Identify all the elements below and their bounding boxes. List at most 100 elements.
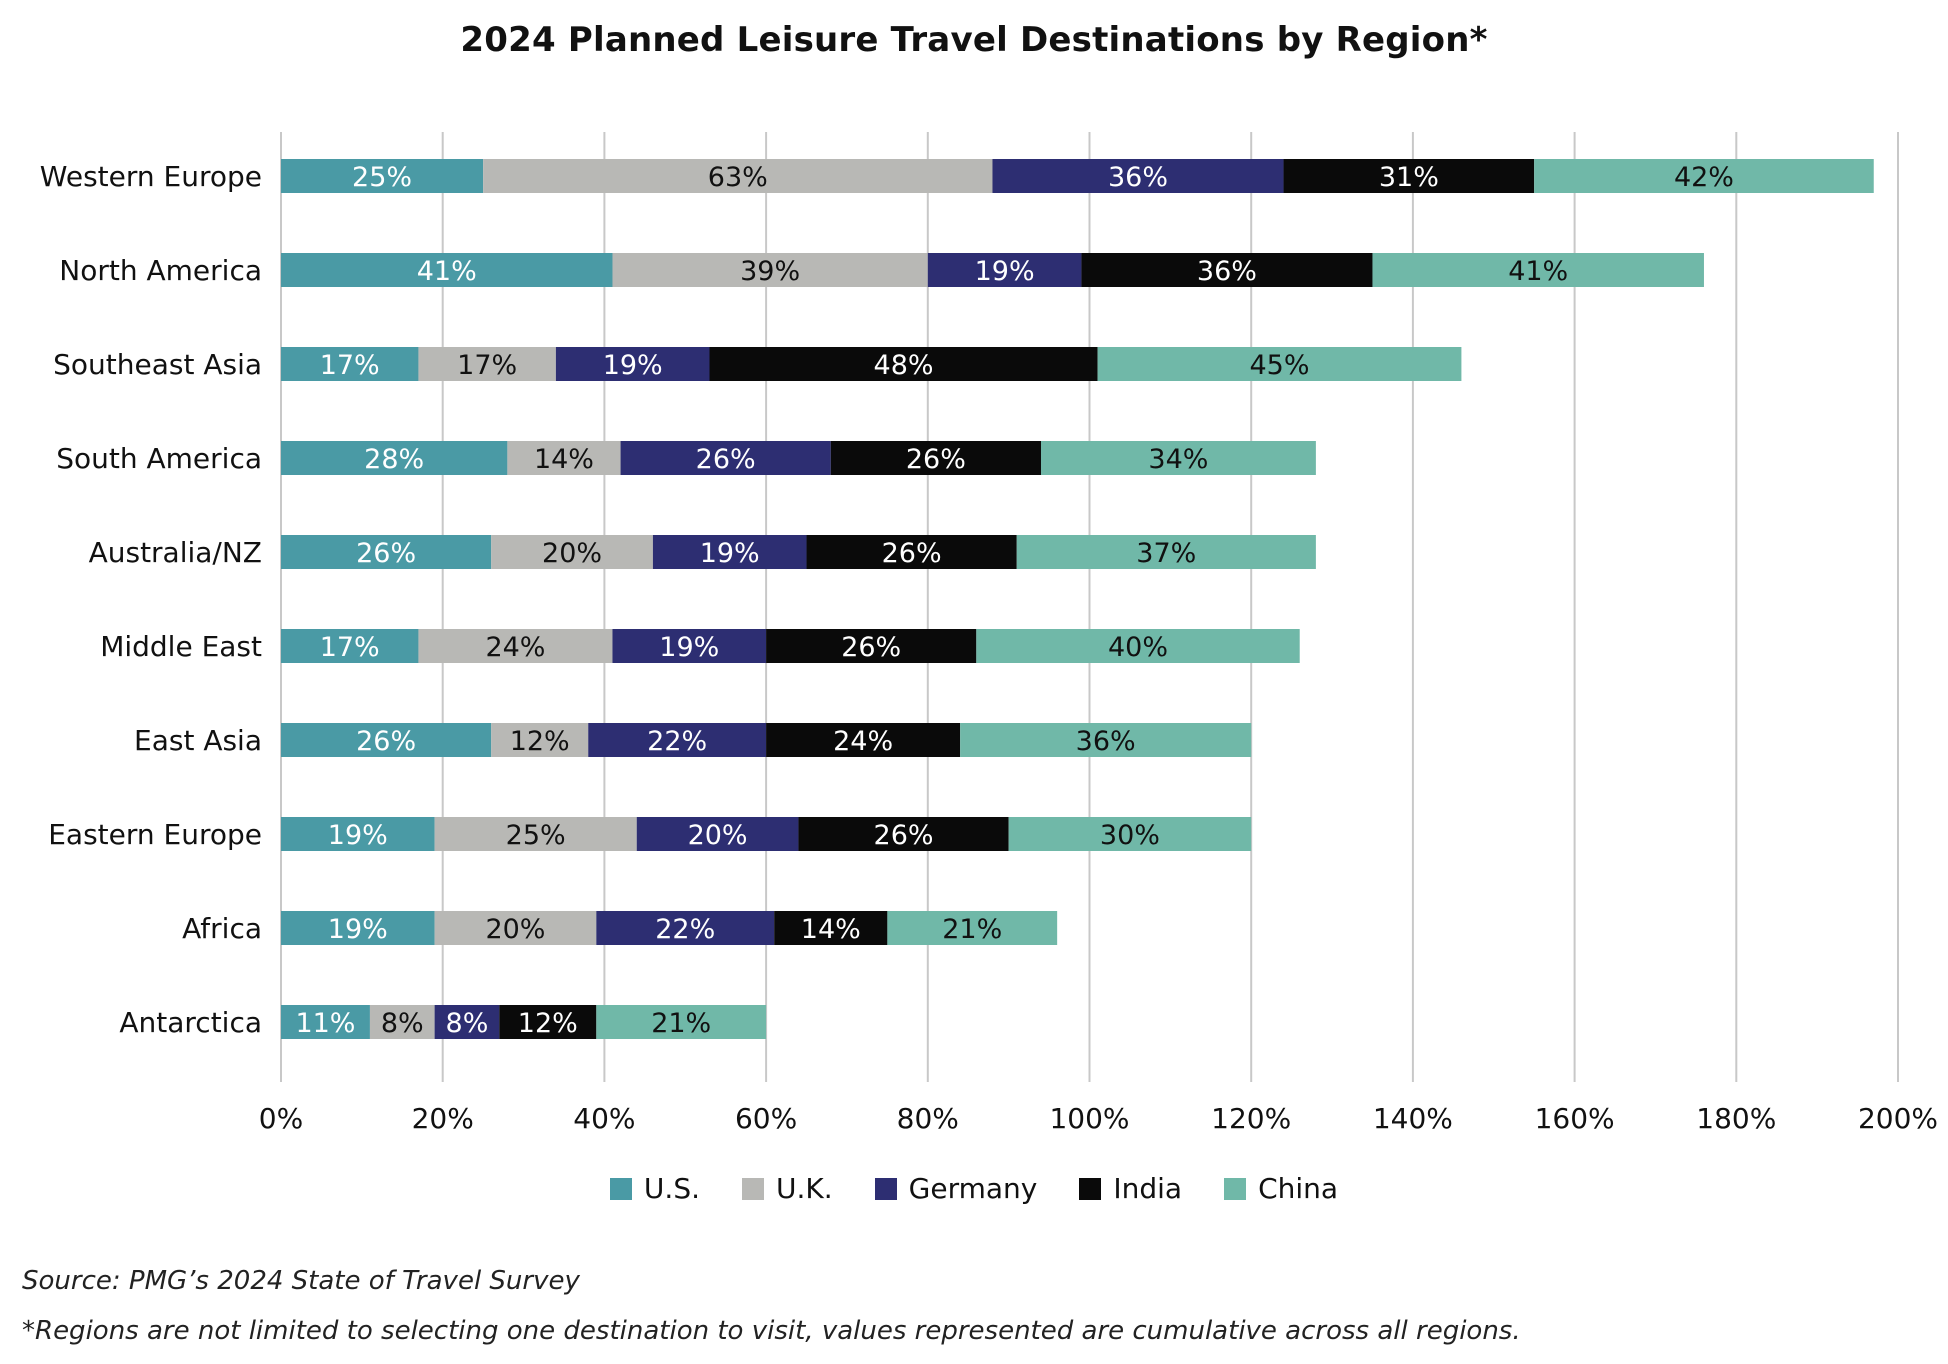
bar-east-asia-u-k: [491, 723, 589, 757]
category-label-africa: Africa: [182, 912, 262, 945]
value-label-southeast-asia-china: 45%: [1249, 350, 1309, 381]
value-label-north-america-germany: 19%: [975, 256, 1035, 287]
bar-australia-nz-germany: [652, 535, 807, 569]
bar-antarctica-u-k: [369, 1005, 435, 1039]
bar-eastern-europe-u-s: [281, 817, 435, 851]
value-label-africa-u-s: 19%: [328, 914, 388, 945]
bar-south-america-u-k: [507, 441, 621, 475]
value-label-eastern-europe-india: 26%: [874, 820, 934, 851]
x-tick-label: 100%: [1049, 1102, 1129, 1135]
value-label-middle-east-u-s: 17%: [320, 632, 380, 663]
bar-africa-u-s: [281, 911, 435, 945]
bar-north-america-u-s: [281, 253, 613, 287]
bar-east-asia-germany: [588, 723, 767, 757]
bar-north-america-germany: [927, 253, 1082, 287]
category-label-north-america: North America: [59, 254, 262, 287]
value-label-east-asia-india: 24%: [833, 726, 893, 757]
bar-southeast-asia-germany: [555, 347, 710, 381]
bar-north-america-china: [1372, 253, 1704, 287]
category-label-southeast-asia: Southeast Asia: [53, 348, 262, 381]
x-tick-label: 0%: [259, 1102, 303, 1135]
bar-australia-nz-u-s: [281, 535, 492, 569]
value-label-north-america-u-k: 39%: [740, 256, 800, 287]
x-tick-label: 40%: [573, 1102, 635, 1135]
bar-antarctica-india: [499, 1005, 597, 1039]
bar-north-america-india: [1081, 253, 1373, 287]
legend-item-u-s: U.S.: [609, 1172, 700, 1205]
value-label-western-europe-india: 31%: [1379, 162, 1439, 193]
category-labels: Western Europe North America Southeast Asi…: [40, 160, 262, 1039]
value-label-australia-nz-u-s: 26%: [356, 538, 416, 569]
bar-southeast-asia-u-s: [281, 347, 419, 381]
value-label-north-america-china: 41%: [1508, 256, 1568, 287]
value-label-africa-germany: 22%: [655, 914, 715, 945]
value-label-eastern-europe-china: 30%: [1100, 820, 1160, 851]
source-note: Source: PMG’s 2024 State of Travel Surve…: [22, 1266, 580, 1296]
value-label-africa-china: 21%: [942, 914, 1002, 945]
legend-swatch: [874, 1177, 897, 1200]
bar-eastern-europe-india: [798, 817, 1009, 851]
bar-africa-india: [774, 911, 888, 945]
value-label-southeast-asia-u-s: 17%: [320, 350, 380, 381]
value-label-middle-east-india: 26%: [841, 632, 901, 663]
value-label-antarctica-india: 12%: [518, 1008, 578, 1039]
category-label-east-asia: East Asia: [134, 724, 262, 757]
value-label-east-asia-u-k: 12%: [510, 726, 570, 757]
legend-item-india: India: [1079, 1172, 1182, 1205]
value-label-africa-u-k: 20%: [485, 914, 545, 945]
category-label-eastern-europe: Eastern Europe: [48, 818, 262, 851]
bar-middle-east-germany: [612, 629, 767, 663]
legend-item-u-k: U.K.: [742, 1172, 833, 1205]
legend-item-china: China: [1224, 1172, 1338, 1205]
legend-label: India: [1113, 1172, 1183, 1205]
legend-label: Germany: [908, 1172, 1038, 1205]
value-label-south-america-china: 34%: [1148, 444, 1208, 475]
x-tick-label: 20%: [412, 1102, 474, 1135]
value-label-africa-india: 14%: [801, 914, 861, 945]
value-label-middle-east-germany: 19%: [659, 632, 719, 663]
bar-western-europe-u-s: [281, 159, 484, 193]
bar-western-europe-germany: [992, 159, 1284, 193]
category-label-western-europe: Western Europe: [40, 160, 262, 193]
bar-antarctica-u-s: [281, 1005, 370, 1039]
bar-south-america-india: [830, 441, 1041, 475]
value-label-eastern-europe-u-s: 19%: [328, 820, 388, 851]
bar-africa-u-k: [434, 911, 597, 945]
bar-southeast-asia-u-k: [418, 347, 556, 381]
legend-item-germany: Germany: [874, 1172, 1038, 1205]
cumulative-footnote: *Regions are not limited to selecting on…: [22, 1316, 1521, 1346]
legend-swatch: [1224, 1177, 1247, 1200]
value-label-western-europe-u-k: 63%: [708, 162, 768, 193]
value-label-australia-nz-china: 37%: [1136, 538, 1196, 569]
value-label-middle-east-u-k: 24%: [485, 632, 545, 663]
chart-legend: U.S. U.K. Germany India China: [0, 1172, 1948, 1205]
x-axis-ticks: 0% 20% 40% 60% 80% 100% 120% 140% 160% 180% 200%: [259, 1102, 1938, 1135]
bar-antarctica-china: [596, 1005, 767, 1039]
value-label-antarctica-germany: 8%: [446, 1008, 489, 1039]
value-label-middle-east-china: 40%: [1108, 632, 1168, 663]
bar-eastern-europe-germany: [636, 817, 799, 851]
bar-south-america-china: [1040, 441, 1316, 475]
value-label-antarctica-u-s: 11%: [295, 1008, 355, 1039]
bar-south-america-germany: [620, 441, 831, 475]
bar-eastern-europe-u-k: [434, 817, 637, 851]
bar-western-europe-india: [1283, 159, 1535, 193]
bar-antarctica-germany: [434, 1005, 500, 1039]
x-tick-label: 60%: [735, 1102, 797, 1135]
bar-australia-nz-u-k: [491, 535, 653, 569]
category-label-south-america: South America: [56, 442, 262, 475]
value-label-western-europe-germany: 36%: [1108, 162, 1168, 193]
value-label-east-asia-germany: 22%: [647, 726, 707, 757]
value-label-east-asia-china: 36%: [1076, 726, 1136, 757]
value-label-east-asia-u-s: 26%: [356, 726, 416, 757]
value-labels: 25% 63% 36% 31% 42% 41% 39% 19% 36% 41% 17% 17% 19% 4…: [295, 162, 1734, 1039]
bar-southeast-asia-china: [1097, 347, 1462, 381]
x-tick-label: 120%: [1211, 1102, 1291, 1135]
value-label-south-america-germany: 26%: [696, 444, 756, 475]
bar-east-asia-u-s: [281, 723, 492, 757]
legend-label: U.K.: [776, 1172, 833, 1205]
legend-swatch: [1079, 1177, 1102, 1200]
category-label-middle-east: Middle East: [100, 630, 262, 663]
value-label-antarctica-u-k: 8%: [381, 1008, 424, 1039]
